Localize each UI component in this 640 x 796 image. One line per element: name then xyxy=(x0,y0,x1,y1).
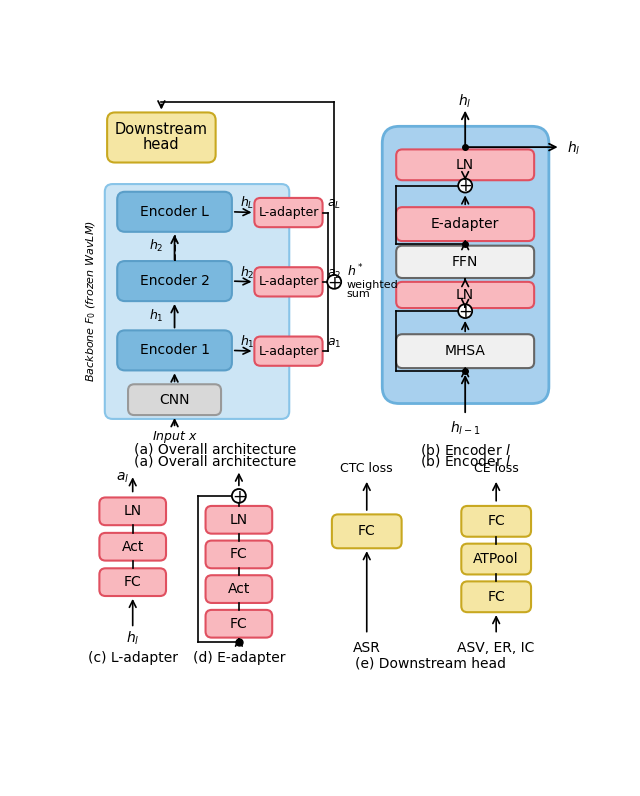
FancyBboxPatch shape xyxy=(99,568,166,596)
Circle shape xyxy=(232,489,246,503)
Text: FC: FC xyxy=(358,525,376,538)
Circle shape xyxy=(458,304,472,318)
Text: weighted: weighted xyxy=(347,280,398,290)
Text: Input $x$: Input $x$ xyxy=(152,428,198,445)
FancyBboxPatch shape xyxy=(382,127,549,404)
Circle shape xyxy=(327,275,341,289)
Text: $h_l$: $h_l$ xyxy=(126,630,140,647)
Text: Encoder 2: Encoder 2 xyxy=(140,274,209,288)
Text: Downstream: Downstream xyxy=(115,122,208,137)
Text: (b) Encoder $l$: (b) Encoder $l$ xyxy=(420,453,511,470)
Text: $+$: $+$ xyxy=(458,303,472,321)
FancyBboxPatch shape xyxy=(205,610,272,638)
Text: Backbone $F_0$ (frozen WavLM): Backbone $F_0$ (frozen WavLM) xyxy=(84,220,98,382)
Text: $h_l$: $h_l$ xyxy=(566,139,580,157)
Text: (a) Overall architecture: (a) Overall architecture xyxy=(134,455,297,468)
FancyBboxPatch shape xyxy=(99,498,166,525)
FancyBboxPatch shape xyxy=(99,533,166,560)
Text: Encoder 1: Encoder 1 xyxy=(140,343,209,357)
FancyBboxPatch shape xyxy=(396,334,534,368)
Text: LN: LN xyxy=(124,505,142,518)
Text: $h_L$: $h_L$ xyxy=(239,195,254,212)
Text: ATPool: ATPool xyxy=(474,552,519,566)
Text: $+$: $+$ xyxy=(327,274,341,291)
Text: $h_l$: $h_l$ xyxy=(458,93,472,111)
Text: ASR: ASR xyxy=(353,641,381,654)
FancyBboxPatch shape xyxy=(205,576,272,603)
Text: $h_2$: $h_2$ xyxy=(149,238,164,255)
FancyBboxPatch shape xyxy=(396,246,534,278)
Text: FC: FC xyxy=(487,590,505,604)
FancyBboxPatch shape xyxy=(117,192,232,232)
FancyBboxPatch shape xyxy=(254,337,323,366)
FancyBboxPatch shape xyxy=(107,112,216,162)
Text: L-adapter: L-adapter xyxy=(259,345,319,357)
Text: $a_L$: $a_L$ xyxy=(327,198,341,212)
FancyBboxPatch shape xyxy=(117,261,232,301)
Text: Encoder L: Encoder L xyxy=(140,205,209,219)
Text: $h^*$: $h^*$ xyxy=(347,263,364,279)
Text: $a_1$: $a_1$ xyxy=(327,337,342,350)
Text: $a_l$: $a_l$ xyxy=(116,471,129,486)
Text: Act: Act xyxy=(228,582,250,596)
Text: $h_1$: $h_1$ xyxy=(239,334,254,350)
Text: (d) E-adapter: (d) E-adapter xyxy=(193,650,285,665)
FancyBboxPatch shape xyxy=(254,267,323,296)
FancyBboxPatch shape xyxy=(461,506,531,537)
Text: $+$: $+$ xyxy=(232,488,246,505)
Text: Act: Act xyxy=(122,540,144,554)
FancyBboxPatch shape xyxy=(205,506,272,533)
Text: LN: LN xyxy=(230,513,248,527)
Text: LN: LN xyxy=(456,288,474,302)
Text: L-adapter: L-adapter xyxy=(259,206,319,219)
Text: CNN: CNN xyxy=(159,392,190,407)
FancyBboxPatch shape xyxy=(105,184,289,419)
FancyBboxPatch shape xyxy=(332,514,402,548)
Text: (a) Overall architecture: (a) Overall architecture xyxy=(134,443,297,457)
Text: sum: sum xyxy=(347,289,371,299)
Text: (e) Downstream head: (e) Downstream head xyxy=(355,656,506,670)
Text: CTC loss: CTC loss xyxy=(340,462,393,475)
Text: $a_2$: $a_2$ xyxy=(327,267,342,281)
FancyBboxPatch shape xyxy=(396,150,534,180)
Text: MHSA: MHSA xyxy=(445,344,486,358)
Text: CE loss: CE loss xyxy=(474,462,518,475)
FancyBboxPatch shape xyxy=(396,207,534,241)
Text: (c) L-adapter: (c) L-adapter xyxy=(88,650,178,665)
Text: $+$: $+$ xyxy=(458,178,472,195)
FancyBboxPatch shape xyxy=(117,330,232,370)
Text: E-adapter: E-adapter xyxy=(431,217,499,231)
Text: $h_2$: $h_2$ xyxy=(239,264,254,281)
Text: head: head xyxy=(143,137,180,152)
Text: FFN: FFN xyxy=(452,255,478,269)
FancyBboxPatch shape xyxy=(254,198,323,227)
Circle shape xyxy=(458,178,472,193)
Text: FC: FC xyxy=(230,617,248,630)
FancyBboxPatch shape xyxy=(461,581,531,612)
FancyBboxPatch shape xyxy=(128,384,221,415)
Text: FC: FC xyxy=(230,548,248,561)
Text: $h_{l-1}$: $h_{l-1}$ xyxy=(450,419,481,437)
FancyBboxPatch shape xyxy=(396,282,534,308)
Text: FC: FC xyxy=(124,576,141,589)
FancyBboxPatch shape xyxy=(461,544,531,575)
Text: (b) Encoder $l$: (b) Encoder $l$ xyxy=(420,442,511,458)
FancyBboxPatch shape xyxy=(205,540,272,568)
Text: ASV, ER, IC: ASV, ER, IC xyxy=(458,641,535,654)
Text: FC: FC xyxy=(487,514,505,529)
Text: L-adapter: L-adapter xyxy=(259,275,319,288)
Text: $h_1$: $h_1$ xyxy=(149,308,164,324)
Text: LN: LN xyxy=(456,158,474,172)
